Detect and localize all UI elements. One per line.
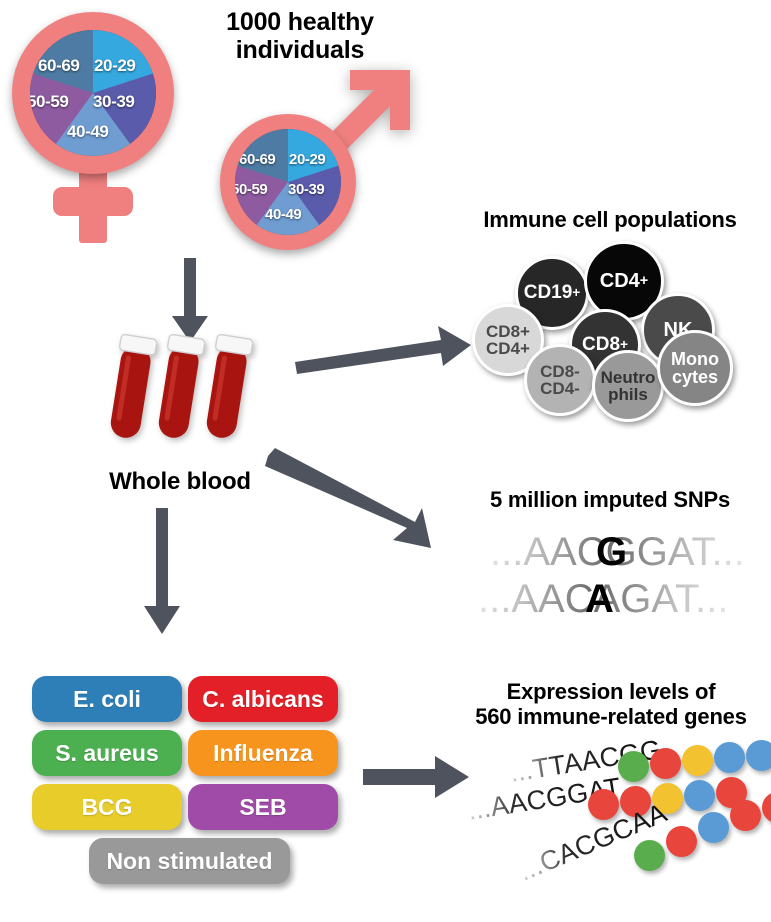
stimulation-saureus[interactable]: S. aureus <box>32 730 182 776</box>
stimulation-label: Influenza <box>213 739 313 766</box>
expression-bead <box>634 840 665 871</box>
expression-bead <box>730 800 761 831</box>
stimulation-bcg[interactable]: BCG <box>32 784 182 830</box>
immune-cell-cd8neg-cd4neg: CD8- CD4- <box>524 344 596 416</box>
pie-label-50-59: 50-59 <box>235 181 268 198</box>
stimulation-label: C. albicans <box>202 685 324 712</box>
blood-tube-2 <box>158 333 206 438</box>
blood-tube-3 <box>206 333 254 438</box>
pie-label-20-29: 20-29 <box>289 151 326 168</box>
immune-cell-label: CD8+ CD4+ <box>486 321 530 358</box>
pie-label-20-29: 20-29 <box>94 56 136 75</box>
immune-cell-label: Neutro phils <box>600 367 656 404</box>
stimulation-label: Non stimulated <box>106 847 273 874</box>
female-age-pie: 20-29 30-39 40-49 50-59 60-69 <box>30 30 156 156</box>
pie-label-30-39: 30-39 <box>93 92 135 111</box>
stimulation-influenza[interactable]: Influenza <box>188 730 338 776</box>
arrow-cohort-to-blood <box>172 258 208 342</box>
expression-bead <box>588 789 619 820</box>
immune-title: Immune cell populations <box>483 207 737 232</box>
stimulation-label: BCG <box>81 793 133 820</box>
immune-cell-monocytes: Mono cytes <box>657 330 733 406</box>
expression-strand-1: ...TTAACGG <box>508 734 771 798</box>
pie-segment-60-69 <box>235 129 341 235</box>
immune-cell-neutrophils: Neutro phils <box>592 350 664 422</box>
expression-bead <box>746 740 771 771</box>
female-symbol-crossbar <box>53 187 133 216</box>
male-symbol: 20-29 30-39 40-49 50-59 60-69 <box>198 52 428 252</box>
stimulation-ecoli[interactable]: E. coli <box>32 676 182 722</box>
blood-tubes <box>100 330 270 450</box>
expression-bead <box>666 826 697 857</box>
expression-strand-3: ...CACGCAA <box>514 792 771 912</box>
arrow-blood-to-immune <box>295 326 471 374</box>
expression-bead <box>684 780 715 811</box>
pie-label-40-49: 40-49 <box>67 122 109 141</box>
immune-cell-label: CD19 <box>523 282 573 304</box>
pie-label-60-69: 60-69 <box>239 151 276 168</box>
cohort-title-line1: 1000 healthy <box>226 8 374 36</box>
stimulation-label: SEB <box>239 793 287 820</box>
immune-cell-label: CD8 <box>582 334 621 356</box>
snp-row-2-text: ...AACAGAT... <box>478 577 729 621</box>
expression-bead <box>652 783 683 814</box>
cohort-title-line2: individuals <box>235 36 365 65</box>
female-symbol: 20-29 30-39 40-49 50-59 60-69 <box>8 8 178 248</box>
stimulation-label: S. aureus <box>55 739 159 766</box>
expression-bead <box>620 786 651 817</box>
snp-highlight-2: A <box>585 577 614 621</box>
arrow-blood-to-stimulations <box>144 508 180 634</box>
pie-segment-60-69 <box>30 30 156 156</box>
snp-row-1-text: ...AACGGAT... <box>490 530 745 574</box>
expression-title-line1: Expression levels of <box>506 679 716 704</box>
expression-bead <box>650 748 681 779</box>
snp-highlight-1: G <box>596 530 628 574</box>
snp-sequence-row-2: ...AACAGAT... <box>478 577 728 622</box>
expression-bead <box>618 751 649 782</box>
immune-cell-label: CD8- CD4- <box>540 361 580 398</box>
stimulation-label: E. coli <box>73 685 141 712</box>
expression-title-line2: 560 immune-related genes <box>475 703 747 729</box>
snps-title: 5 million imputed SNPs <box>489 487 731 512</box>
pie-label-40-49: 40-49 <box>265 206 302 223</box>
arrow-blood-to-snps <box>265 448 431 548</box>
expression-bead <box>762 792 771 823</box>
expression-bead <box>714 742 745 773</box>
expression-title: Expression levels of 560 immune-related … <box>455 679 767 730</box>
stimulation-calbicans[interactable]: C. albicans <box>188 676 338 722</box>
stimulation-non-stimulated[interactable]: Non stimulated <box>89 838 290 884</box>
male-age-pie: 20-29 30-39 40-49 50-59 60-69 <box>235 129 341 235</box>
expression-bead <box>682 745 713 776</box>
immune-cell-label: Mono cytes <box>671 348 719 387</box>
blood-tube-1 <box>110 333 158 438</box>
immune-cell-label: CD4 <box>599 269 640 292</box>
whole-blood-label: Whole blood <box>109 468 251 495</box>
pie-label-50-59: 50-59 <box>30 92 69 111</box>
pie-label-30-39: 30-39 <box>288 181 325 198</box>
cohort-title: 1000 healthy individuals <box>180 8 420 65</box>
arrow-stimulations-to-expression <box>363 756 469 798</box>
snp-sequence-row-1: ...AACGGAT... <box>490 530 745 575</box>
expression-bead <box>698 812 729 843</box>
stimulation-seb[interactable]: SEB <box>188 784 338 830</box>
pie-label-60-69: 60-69 <box>38 56 80 75</box>
